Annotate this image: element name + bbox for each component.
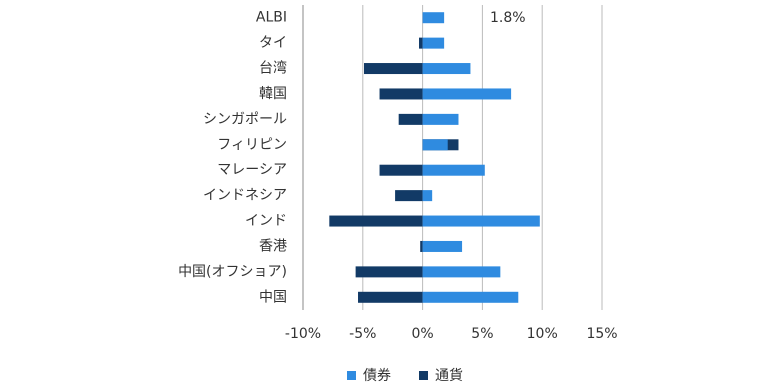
y-tick-label: 台湾 — [259, 60, 287, 77]
y-tick-label: 韓国 — [259, 86, 287, 102]
x-tick-label: -10% — [285, 326, 321, 342]
legend-label: 債券 — [363, 368, 391, 384]
y-tick-label: タイ — [259, 35, 287, 51]
x-tick-label: -5% — [349, 326, 376, 342]
bar — [422, 190, 433, 202]
annotation: 1.8% — [490, 10, 526, 26]
x-tick-label: 0% — [411, 326, 433, 342]
bar — [422, 139, 448, 151]
y-tick-label: インドネシア — [203, 188, 287, 204]
bar — [422, 113, 459, 125]
bar — [422, 88, 512, 100]
y-tick-label: 中国 — [259, 289, 287, 305]
bar — [422, 240, 463, 252]
bar — [422, 215, 540, 227]
x-tick-label: 10% — [527, 326, 558, 342]
y-tick-label: 中国(オフショア) — [178, 264, 287, 280]
y-tick-label: ALBI — [256, 10, 287, 26]
bar — [379, 88, 423, 100]
bar — [419, 37, 423, 49]
y-tick-label: フィリピン — [217, 137, 287, 153]
bar — [379, 164, 423, 176]
x-tick-label: 5% — [471, 326, 493, 342]
bar — [395, 190, 423, 202]
y-tick-label: シンガポール — [203, 111, 287, 127]
x-tick-label: 15% — [586, 326, 617, 342]
bar — [329, 215, 423, 227]
legend-label: 通貨 — [435, 367, 463, 384]
bar — [355, 266, 423, 278]
bar — [422, 291, 519, 303]
bar — [422, 266, 501, 278]
bar — [422, 37, 445, 49]
y-tick-label: マレーシア — [217, 162, 287, 178]
bar — [358, 291, 423, 303]
y-tick-label: インド — [245, 213, 287, 229]
bar — [422, 12, 445, 24]
legend-swatch — [419, 371, 428, 380]
bar — [422, 63, 471, 75]
legend-swatch — [347, 371, 356, 380]
bar — [422, 164, 485, 176]
bar — [420, 240, 423, 252]
bar — [398, 113, 423, 125]
y-tick-label: 香港 — [259, 238, 287, 254]
bar — [363, 63, 423, 75]
